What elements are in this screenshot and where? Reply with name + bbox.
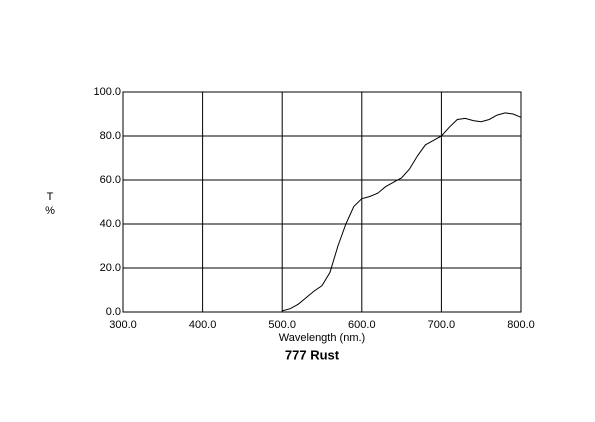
y-tick-label: 40.0: [100, 218, 121, 230]
plot-area: [122, 91, 522, 313]
y-tick-label: 20.0: [100, 262, 121, 274]
y-tick-label: 0.0: [106, 306, 121, 318]
x-tick-label: 700.0: [428, 319, 456, 331]
y-axis-label: %: [45, 205, 55, 217]
y-tick-label: 100.0: [93, 86, 121, 98]
x-tick-label: 300.0: [109, 319, 137, 331]
x-tick-label: 800.0: [507, 319, 535, 331]
y-tick-label: 60.0: [100, 174, 121, 186]
x-tick-label: 500.0: [268, 319, 296, 331]
x-tick-label: 400.0: [189, 319, 217, 331]
x-tick-label: 600.0: [348, 319, 376, 331]
chart-title: 777 Rust: [285, 347, 340, 362]
y-tick-label: 80.0: [100, 130, 121, 142]
y-axis-label: T: [47, 191, 54, 203]
x-axis-label: Wavelength (nm.): [279, 332, 365, 344]
data-line: [282, 112, 522, 312]
